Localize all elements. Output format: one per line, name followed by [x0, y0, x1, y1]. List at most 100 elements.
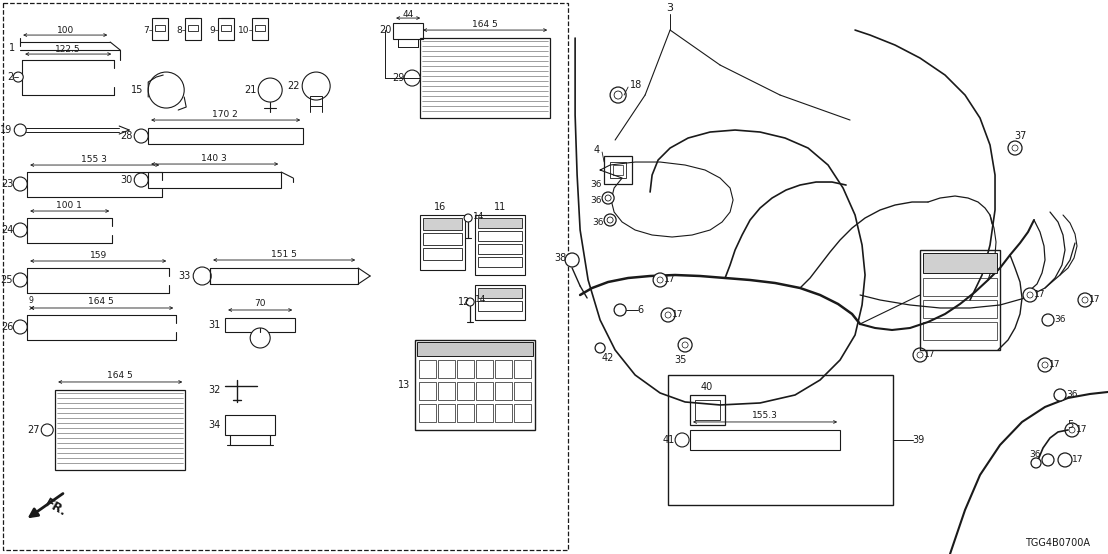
Bar — [423, 218, 462, 230]
Text: TGG4B0700A: TGG4B0700A — [1025, 538, 1090, 548]
Text: 33: 33 — [178, 271, 191, 281]
Text: 21: 21 — [244, 85, 256, 95]
Bar — [514, 382, 531, 400]
Bar — [923, 278, 997, 296]
Text: 70: 70 — [255, 300, 266, 309]
Text: 3: 3 — [667, 3, 674, 13]
Text: 7: 7 — [143, 25, 150, 34]
Circle shape — [1042, 314, 1054, 326]
Text: 26: 26 — [1, 322, 13, 332]
Bar — [310, 96, 322, 106]
Circle shape — [1008, 141, 1022, 155]
Bar — [458, 360, 474, 378]
Circle shape — [250, 328, 270, 348]
Bar — [695, 400, 720, 420]
Bar — [253, 18, 268, 40]
Circle shape — [1023, 288, 1037, 302]
Text: 16: 16 — [434, 202, 447, 212]
Text: 17: 17 — [1089, 295, 1100, 305]
Bar — [393, 23, 423, 39]
Bar — [611, 162, 626, 178]
Circle shape — [607, 217, 613, 223]
Bar — [420, 215, 465, 270]
Circle shape — [595, 343, 605, 353]
Text: 28: 28 — [120, 131, 132, 141]
Circle shape — [1083, 297, 1088, 303]
Circle shape — [1065, 423, 1079, 437]
Circle shape — [148, 72, 184, 108]
Bar — [476, 382, 493, 400]
Circle shape — [134, 129, 148, 143]
Text: 2: 2 — [7, 72, 13, 82]
Bar — [458, 382, 474, 400]
Bar — [218, 18, 234, 40]
Text: 164 5: 164 5 — [107, 372, 133, 381]
Circle shape — [258, 78, 283, 102]
Circle shape — [13, 177, 28, 191]
Text: 31: 31 — [208, 320, 220, 330]
Bar — [920, 250, 1001, 350]
Bar — [148, 128, 304, 144]
Bar — [398, 39, 418, 47]
Bar — [423, 233, 462, 245]
Bar — [416, 340, 535, 430]
Text: 34: 34 — [208, 420, 220, 430]
Bar — [495, 382, 512, 400]
Text: 17: 17 — [1076, 425, 1088, 434]
Bar — [222, 25, 232, 31]
Bar — [479, 288, 522, 298]
Circle shape — [302, 72, 330, 100]
Text: 19: 19 — [0, 125, 12, 135]
Text: 9: 9 — [209, 25, 215, 34]
Text: 44: 44 — [402, 9, 413, 18]
Text: 23: 23 — [1, 179, 13, 189]
Text: 17: 17 — [1034, 290, 1046, 300]
Circle shape — [665, 312, 671, 318]
Bar — [495, 360, 512, 378]
Bar — [3, 3, 568, 550]
Bar — [604, 156, 632, 184]
Text: 20: 20 — [379, 25, 391, 35]
Circle shape — [913, 348, 927, 362]
Bar — [423, 248, 462, 260]
Circle shape — [1054, 389, 1066, 401]
Text: 10: 10 — [238, 25, 249, 34]
Circle shape — [1042, 454, 1054, 466]
Circle shape — [604, 214, 616, 226]
Bar — [690, 395, 725, 425]
Text: 14: 14 — [473, 212, 484, 220]
Circle shape — [13, 320, 28, 334]
Bar — [225, 318, 295, 332]
Bar — [438, 382, 455, 400]
Text: 100: 100 — [57, 25, 74, 34]
Bar — [185, 18, 202, 40]
Text: 37: 37 — [1014, 131, 1026, 141]
Circle shape — [14, 124, 27, 136]
Circle shape — [41, 424, 53, 436]
Text: 12: 12 — [458, 297, 470, 307]
Text: 4: 4 — [594, 145, 601, 155]
Bar — [476, 404, 493, 422]
Text: 24: 24 — [1, 225, 13, 235]
Bar — [255, 25, 265, 31]
Bar — [438, 404, 455, 422]
Circle shape — [1027, 292, 1033, 298]
Circle shape — [602, 192, 614, 204]
Text: 164 5: 164 5 — [89, 297, 114, 306]
Circle shape — [565, 253, 579, 267]
Bar — [923, 322, 997, 340]
Text: 39: 39 — [912, 435, 924, 445]
Bar — [420, 38, 550, 118]
Text: 11: 11 — [494, 202, 506, 212]
Bar — [613, 165, 623, 175]
Bar — [211, 268, 358, 284]
Bar — [479, 301, 522, 311]
Bar — [55, 390, 185, 470]
Text: 159: 159 — [90, 250, 106, 259]
Circle shape — [464, 214, 472, 222]
Circle shape — [605, 195, 612, 201]
Text: 13: 13 — [398, 380, 410, 390]
Circle shape — [614, 304, 626, 316]
Text: 8: 8 — [176, 25, 182, 34]
Circle shape — [404, 70, 420, 86]
